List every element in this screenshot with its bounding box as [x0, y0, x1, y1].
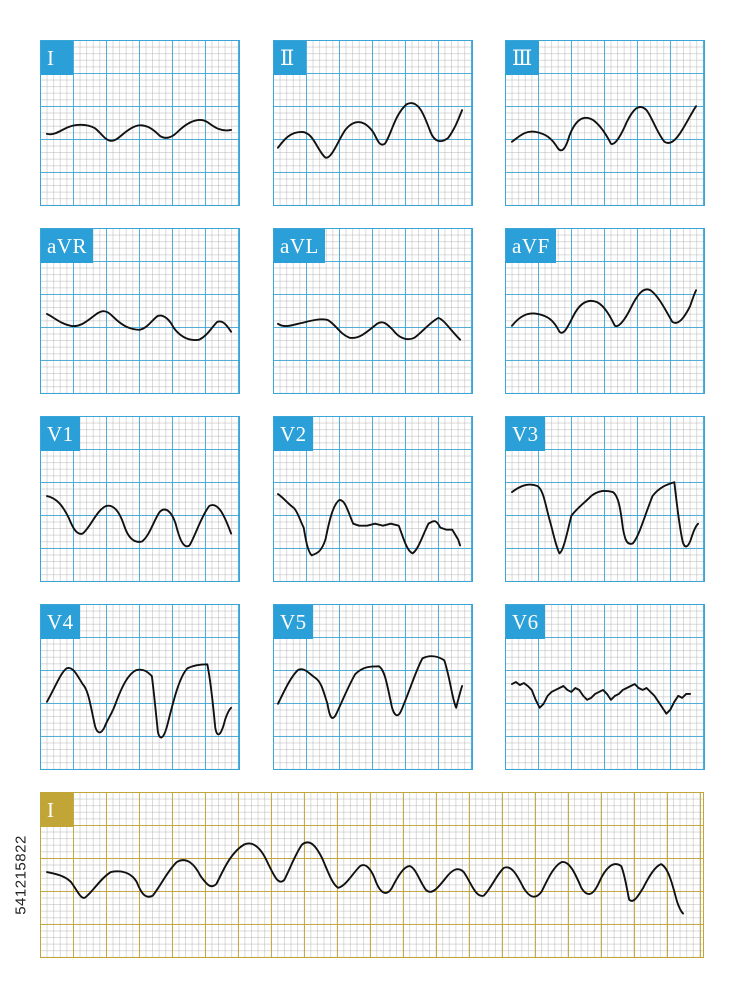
lead-panel-V5: V5 — [273, 604, 473, 770]
lead-label-V3: V3 — [506, 417, 545, 451]
ecg-trace-V6 — [510, 681, 692, 715]
lead-panel-aVR: aVR — [40, 228, 240, 394]
ecg-trace-V5 — [277, 655, 464, 719]
lead-panel-V1: V1 — [40, 416, 240, 582]
lead-panel-V4: V4 — [40, 604, 240, 770]
lead-label-aVL: aVL — [274, 229, 325, 263]
ecg-trace-rhythm-I — [46, 841, 685, 915]
lead-label-V2: V2 — [274, 417, 313, 451]
ecg-trace-V2 — [277, 493, 462, 557]
ecg-trace-V1 — [45, 495, 233, 548]
ecg-trace-aVR — [45, 310, 233, 341]
watermark-id: 541215822 — [10, 770, 32, 980]
lead-panel-rhythm-I: I — [40, 792, 704, 958]
lead-panel-V3: V3 — [505, 416, 705, 582]
lead-label-rhythm-I: I — [41, 793, 73, 827]
lead-panel-aVL: aVL — [273, 228, 473, 394]
lead-panel-III: Ⅲ — [505, 40, 705, 206]
lead-label-V5: V5 — [274, 605, 313, 639]
ecg-trace-I — [45, 119, 233, 142]
watermark-id-text: 541215822 — [12, 835, 30, 915]
ecg-trace-aVL — [277, 316, 462, 341]
lead-label-aVF: aVF — [506, 229, 556, 263]
ecg-trace-V3 — [510, 481, 700, 555]
lead-label-V4: V4 — [41, 605, 80, 639]
lead-label-I: I — [41, 41, 73, 75]
lead-panel-I: I — [40, 40, 240, 206]
ecg-trace-V4 — [45, 663, 233, 739]
lead-label-II: Ⅱ — [274, 41, 306, 75]
ecg-trace-aVF — [510, 288, 698, 334]
ecg-trace-II — [277, 102, 464, 159]
lead-panel-aVF: aVF — [505, 228, 705, 394]
ecg-trace-III — [510, 105, 698, 152]
lead-label-aVR: aVR — [41, 229, 93, 263]
lead-panel-V6: V6 — [505, 604, 705, 770]
lead-label-V1: V1 — [41, 417, 80, 451]
lead-panel-V2: V2 — [273, 416, 473, 582]
lead-panel-II: Ⅱ — [273, 40, 473, 206]
lead-label-III: Ⅲ — [506, 41, 539, 75]
lead-label-V6: V6 — [506, 605, 545, 639]
